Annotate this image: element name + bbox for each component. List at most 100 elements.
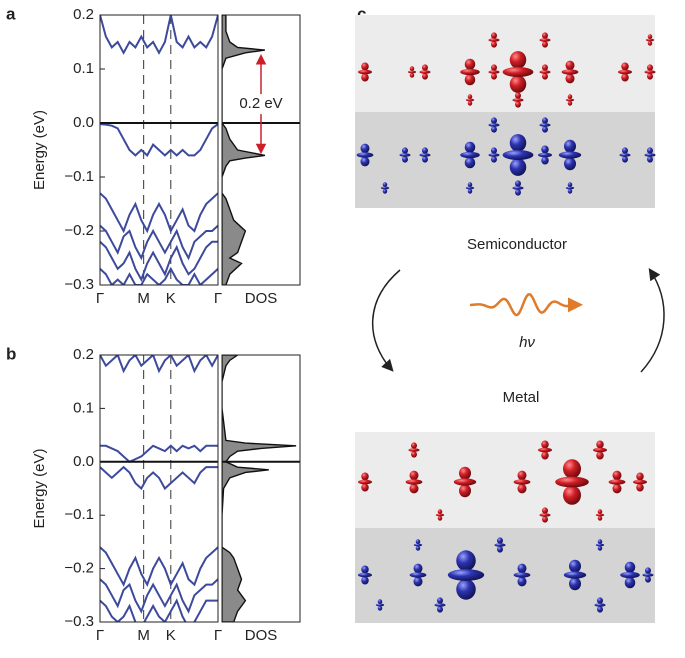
orbital [620,561,640,589]
lobe [509,158,527,176]
lobe [377,605,383,611]
lobe [411,442,417,449]
lobe [541,440,549,449]
dos-area [222,355,297,622]
lobe [467,182,473,188]
orbital [642,567,654,583]
lobe [596,440,604,449]
lobe [597,606,603,613]
lobe [497,537,503,544]
lobe [491,126,497,133]
ring [413,543,423,547]
lobe [491,147,497,154]
lobe [361,73,369,82]
y-axis-label: Energy (eV) [31,448,48,528]
y-tick-label: 0.1 [73,399,94,416]
lobe [569,559,581,573]
orbital [460,141,480,169]
orbital [539,117,551,133]
lobe [645,567,651,574]
lobe [564,139,576,153]
x-tick-label: Γ [214,290,222,307]
ring [619,153,631,157]
label-bg [231,94,291,115]
lobe [567,100,573,106]
lobe [437,515,443,521]
lobe [464,157,476,169]
orbital [565,182,575,194]
lobe [464,74,476,86]
orbital [358,62,372,82]
lobe [622,156,628,163]
dos-plot: DOS 0.2 eV [221,14,301,307]
lobe [415,539,421,545]
panel-label: c [357,4,366,23]
orbital [644,64,656,80]
transition-arrow [640,268,665,373]
lobe [597,539,603,545]
lobe [415,545,421,551]
orbital [539,64,551,80]
band-line [100,546,218,588]
lobe [567,94,573,100]
ring [488,70,500,74]
orbital [465,182,475,194]
lobe [409,66,415,72]
ring [434,603,446,607]
orbital [593,440,607,460]
lobe [565,60,575,71]
orbital [419,147,431,163]
layer-bottom [355,528,655,623]
ring [375,603,385,607]
orbital [594,597,606,613]
lobe [382,182,388,188]
x-tick-label: Γ [96,290,104,307]
ring [620,571,640,579]
ring [539,70,551,74]
lobe [422,73,428,80]
lobe [361,62,369,71]
lobe [597,597,603,604]
plot-frame [99,14,219,286]
lobe [409,483,419,494]
lobe [563,485,581,505]
orbital [407,66,417,78]
lobe [464,141,476,153]
state-label: Metal [503,389,540,406]
dos-area [222,15,266,285]
lobe [542,41,548,48]
lobe [509,134,527,152]
ring [555,476,589,488]
orbital [465,94,475,106]
ring [558,151,582,159]
lobe [597,509,603,515]
band-plot: b Energy (eV) −0.3 −0.2 −0.1 0.0 0.1 0.2 Γ M K Γ [6,344,222,643]
lobe [517,470,527,481]
lobe [565,73,575,84]
x-axis-label: DOS [245,290,278,307]
layer-top [355,15,655,112]
y-tick-label: 0.1 [73,60,94,77]
ring [488,153,500,157]
lobe [542,516,548,523]
lobe [621,73,629,82]
lobe [564,157,576,171]
orbital [453,466,477,498]
lobe [456,578,476,600]
ring [435,513,445,517]
y-tick-label: −0.1 [64,506,94,523]
lobe [541,451,549,460]
lobe [361,576,369,585]
x-axis-label: DOS [245,627,278,644]
lobe [413,563,423,574]
lobe [402,156,408,163]
lobe [621,62,629,71]
band-line [100,266,218,285]
ring [407,70,417,74]
orbital [356,143,374,167]
lobe [459,466,471,480]
y-tick-label: 0.2 [73,346,94,363]
orbital [358,565,372,585]
band-line [100,465,218,491]
orbital [494,537,506,553]
